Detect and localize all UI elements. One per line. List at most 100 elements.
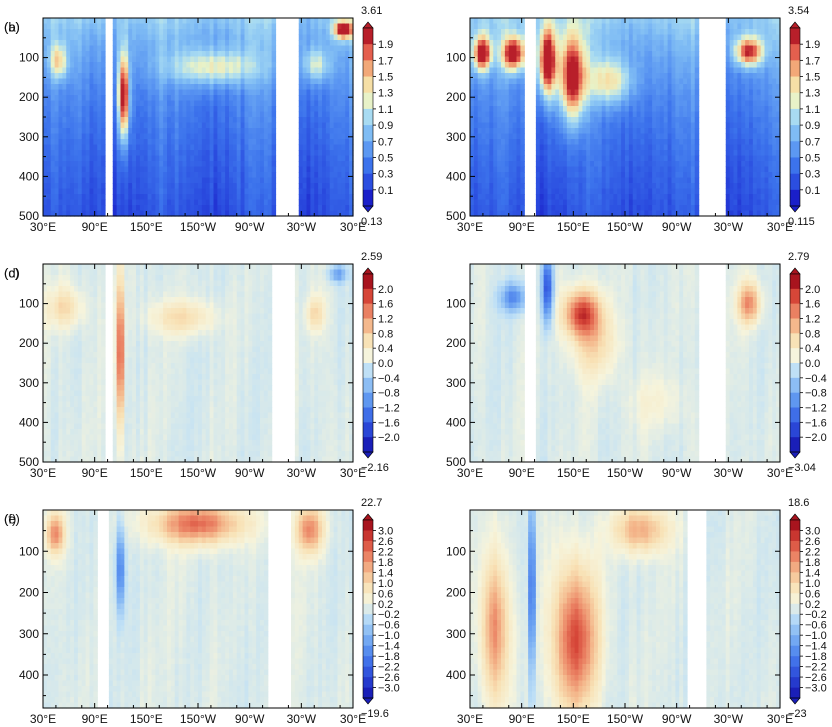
heatmap-cell — [136, 51, 141, 58]
heatmap-cell — [240, 133, 246, 140]
heatmap-cell — [621, 89, 626, 96]
heatmap-cell — [473, 150, 479, 157]
heatmap-cell — [501, 45, 506, 52]
heatmap-cell — [663, 117, 669, 124]
heatmap-cell — [337, 199, 342, 206]
heatmap-cell — [260, 139, 265, 146]
heatmap-cell — [263, 62, 269, 69]
heatmap-cell — [636, 40, 642, 47]
heatmap-cell — [341, 139, 346, 146]
heatmap-cell — [640, 117, 645, 124]
heatmap-cell — [43, 56, 48, 63]
heatmap-cell — [516, 62, 521, 69]
heatmap-cell — [244, 194, 249, 201]
heatmap-cell — [81, 84, 87, 91]
heatmap-cell — [683, 205, 688, 212]
heatmap-cell — [58, 177, 63, 184]
heatmap-cell — [663, 188, 669, 195]
heatmap-cell — [605, 183, 611, 190]
heatmap-cell — [733, 139, 738, 146]
heatmap-cell — [671, 117, 676, 124]
heatmap-cell — [232, 40, 238, 47]
heatmap-cell — [147, 172, 153, 179]
heatmap-cell — [559, 100, 564, 107]
heatmap-cell — [194, 95, 199, 102]
heatmap-cell — [667, 117, 673, 124]
heatmap-cell — [43, 166, 48, 173]
heatmap-cell — [139, 155, 145, 162]
heatmap-cell — [590, 40, 595, 47]
heatmap-cell — [555, 210, 560, 217]
heatmap-cell — [217, 183, 222, 190]
heatmap-cell — [570, 95, 576, 102]
heatmap-cell — [186, 205, 191, 212]
heatmap-cell — [489, 122, 494, 129]
heatmap-cell — [194, 150, 199, 157]
heatmap-cell — [737, 133, 742, 140]
heatmap-cell — [66, 84, 71, 91]
heatmap-cell — [547, 183, 552, 190]
heatmap-cell — [58, 133, 63, 140]
heatmap-cell — [217, 122, 222, 129]
heatmap-cell — [213, 183, 218, 190]
heatmap-cell — [333, 34, 339, 41]
heatmap-cell — [74, 34, 79, 41]
heatmap-cell — [675, 100, 680, 107]
heatmap-cell — [337, 155, 342, 162]
heatmap-cell — [636, 106, 642, 113]
heatmap-cell — [520, 133, 525, 140]
heatmap-cell — [737, 62, 742, 69]
heatmap-cell — [543, 205, 549, 212]
heatmap-cell — [601, 183, 607, 190]
heatmap-cell — [337, 18, 342, 25]
heatmap-cell — [116, 62, 122, 69]
heatmap-cell — [628, 95, 634, 102]
heatmap-cell — [349, 78, 354, 85]
heatmap-cell — [213, 89, 218, 96]
heatmap-cell — [725, 51, 731, 58]
heatmap-cell — [128, 172, 133, 179]
heatmap-cell — [520, 128, 525, 135]
heatmap-cell — [163, 122, 168, 129]
heatmap-cell — [267, 128, 273, 135]
heatmap-cell — [201, 205, 207, 212]
heatmap-cell — [147, 45, 153, 52]
heatmap-cell — [594, 183, 599, 190]
heatmap-cell — [58, 166, 63, 173]
heatmap-cell — [539, 161, 545, 168]
panel-a: (a)30°E 90°E 150°E 150°W 90°W 30°W 30°E1002003… — [4, 5, 393, 234]
heatmap-cell — [170, 161, 176, 168]
heatmap-cell — [504, 122, 510, 129]
heatmap-cell — [54, 150, 60, 157]
heatmap-cell — [752, 161, 758, 168]
heatmap-cell — [170, 45, 176, 52]
heatmap-cell — [209, 56, 215, 63]
heatmap-cell — [194, 172, 199, 179]
heatmap-cell — [590, 155, 595, 162]
heatmap-cell — [322, 56, 327, 63]
heatmap-cell — [609, 45, 614, 52]
heatmap-cell — [656, 111, 661, 118]
heatmap-cell — [733, 188, 738, 195]
heatmap-cell — [636, 117, 642, 124]
heatmap-cell — [112, 199, 118, 206]
heatmap-cell — [198, 122, 203, 129]
heatmap-cell — [605, 117, 611, 124]
heatmap-cell — [163, 166, 168, 173]
heatmap-cell — [640, 95, 645, 102]
heatmap-cell — [349, 210, 354, 217]
heatmap-cell — [174, 73, 180, 80]
heatmap-cell — [473, 139, 479, 146]
heatmap-cell — [248, 40, 253, 47]
heatmap-cell — [555, 166, 560, 173]
heatmap-cell — [139, 62, 145, 69]
heatmap-cell — [636, 45, 642, 52]
heatmap-cell — [737, 34, 742, 41]
heatmap-cell — [128, 128, 133, 135]
heatmap-cell — [89, 199, 94, 206]
heatmap-cell — [213, 139, 218, 146]
heatmap-cell — [101, 56, 106, 63]
heatmap-cell — [663, 194, 669, 201]
heatmap-cell — [170, 122, 176, 129]
